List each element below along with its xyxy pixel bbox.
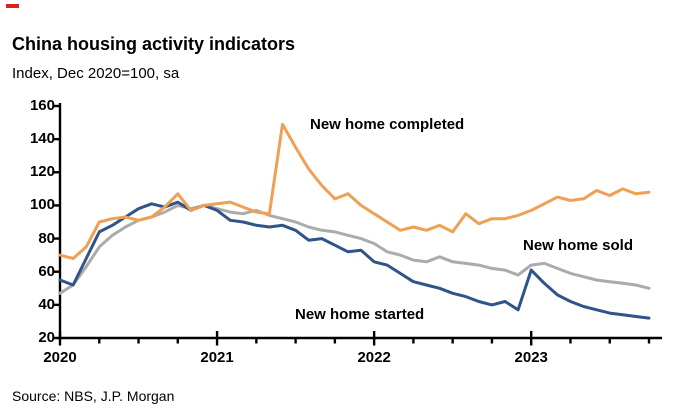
y-tick-label: 160 [29,97,55,114]
y-tick-label: 60 [38,262,55,280]
y-tick-label: 40 [38,295,55,313]
y-tick-label: 140 [29,130,55,148]
source-note: Source: NBS, J.P. Morgan [12,388,175,404]
x-tick-label: 2023 [514,349,548,366]
x-tick-label: 2020 [43,349,77,366]
y-tick-label: 100 [29,196,55,214]
y-tick-label: 20 [38,329,55,346]
series-label-new-home-started: New home started [295,306,425,323]
series-label-new-home-completed: New home completed [310,116,465,133]
x-tick-label: 2022 [357,349,391,366]
y-tick-label: 80 [38,229,55,247]
series-line-new-home-sold [58,203,651,295]
series-label-new-home-sold: New home sold [523,237,634,254]
x-tick-label: 2021 [200,349,234,366]
chart-subtitle: Index, Dec 2020=100, sa [12,65,180,82]
brand-dash-icon [6,4,19,8]
series-line-new-home-started [58,200,651,320]
series-line-new-home-completed [58,122,651,260]
y-tick-label: 120 [29,163,55,181]
chart-title: China housing activity indicators [12,34,296,54]
